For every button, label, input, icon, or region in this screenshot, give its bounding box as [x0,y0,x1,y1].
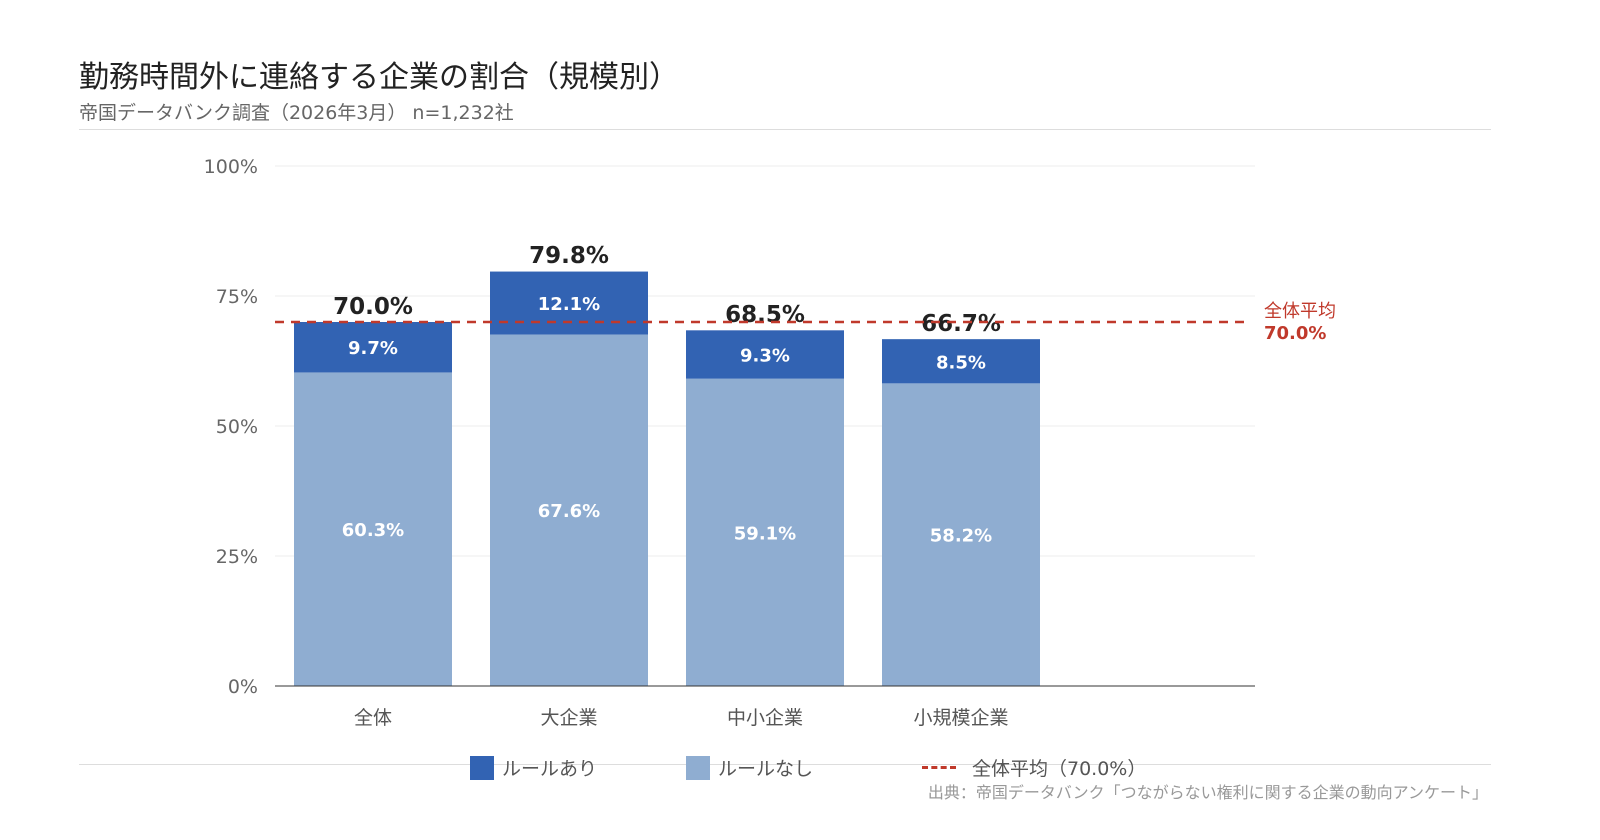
data-label-rule-yes: 9.3% [740,346,790,367]
legend-swatch [470,755,494,780]
average-value-label: 70.0% [1264,323,1326,344]
legend-label: ルールあり [502,758,598,780]
chart-title: 勤務時間外に連絡する企業の割合（規模別） [79,60,679,95]
total-label: 68.5% [725,302,805,328]
data-label-rule-yes: 9.7% [348,338,398,359]
x-tick-label: 大企業 [540,707,597,729]
data-label-rule-no: 60.3% [342,520,404,541]
x-tick-label: 小規模企業 [913,707,1008,729]
total-label: 66.7% [921,311,1001,337]
y-tick-label: 0% [228,676,258,698]
legend-label: ルールなし [718,758,814,780]
legend-dash [922,766,956,769]
y-tick-label: 75% [216,286,258,308]
y-tick-label: 100% [204,156,258,178]
divider [79,129,1491,130]
bar-rule-no [294,372,452,686]
data-label-rule-no: 59.1% [734,523,796,544]
legend-item-average: 全体平均（70.0%） [922,754,1146,781]
source-note: 出典：帝国データバンク「つながらない権利に関する企業の動向アンケート」 [927,783,1488,802]
data-label-rule-no: 67.6% [538,501,600,522]
average-label: 全体平均 [1264,301,1336,322]
data-label-rule-yes: 12.1% [538,294,600,315]
bar-rule-yes [490,271,648,335]
bar-rule-no [686,378,844,686]
chart-subtitle: 帝国データバンク調査（2026年3月） n=1,232社 [79,102,514,124]
bar-rule-no [882,383,1040,686]
y-tick-label: 50% [216,416,258,438]
legend-item-rule-yes: ルールあり [470,754,597,781]
bar-rule-no [490,334,648,686]
legend-swatch [686,755,710,780]
divider [79,764,1491,765]
x-tick-label: 中小企業 [727,707,803,729]
x-tick-label: 全体 [354,707,392,729]
bar-rule-yes [686,330,844,379]
bar-rule-yes [294,322,452,373]
total-label: 79.8% [529,243,609,269]
bar-rule-yes [882,339,1040,384]
legend-label: 全体平均（70.0%） [972,758,1147,780]
total-label: 70.0% [333,294,413,320]
data-label-rule-yes: 8.5% [936,352,986,373]
data-label-rule-no: 58.2% [930,526,992,547]
legend-item-rule-no: ルールなし [686,754,813,781]
y-tick-label: 25% [216,546,258,568]
